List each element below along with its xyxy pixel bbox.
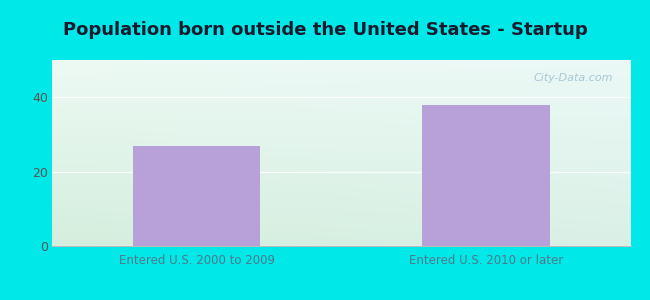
- Text: City-Data.com: City-Data.com: [534, 73, 613, 83]
- Bar: [133, 146, 260, 246]
- Text: Population born outside the United States - Startup: Population born outside the United State…: [62, 21, 588, 39]
- Bar: [422, 105, 549, 246]
